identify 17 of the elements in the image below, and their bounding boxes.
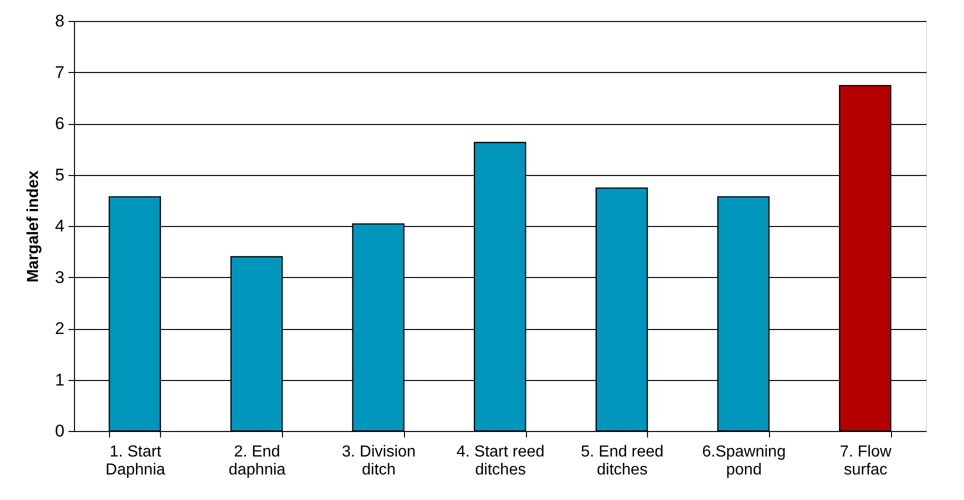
y-tick-label: 3 [55, 268, 64, 287]
x-tick-label: 4. Start reed ditches [456, 444, 545, 478]
x-tick-label: 1. Start Daphnia [106, 444, 166, 478]
y-axis-title: Margalef index [25, 170, 42, 283]
y-tick-label: 4 [55, 216, 64, 236]
x-tick-label: 3. Division ditch [342, 444, 416, 478]
y-tick-label: 8 [55, 12, 64, 30]
y-tick-label: 0 [55, 422, 64, 440]
x-tick-label: 2. End daphnia [228, 444, 286, 478]
x-tick-label: 5. End reed ditches [580, 444, 664, 478]
y-tick-label: 6 [55, 114, 64, 133]
y-tick-label: 5 [55, 165, 64, 184]
y-tick-label: 7 [55, 62, 64, 82]
y-tick-label: 1 [55, 370, 64, 390]
y-tick-label: 2 [55, 319, 64, 338]
x-tick-label: 7. Flow surfac [840, 444, 892, 478]
x-tick-label: 6.Spawning pond [702, 444, 786, 478]
